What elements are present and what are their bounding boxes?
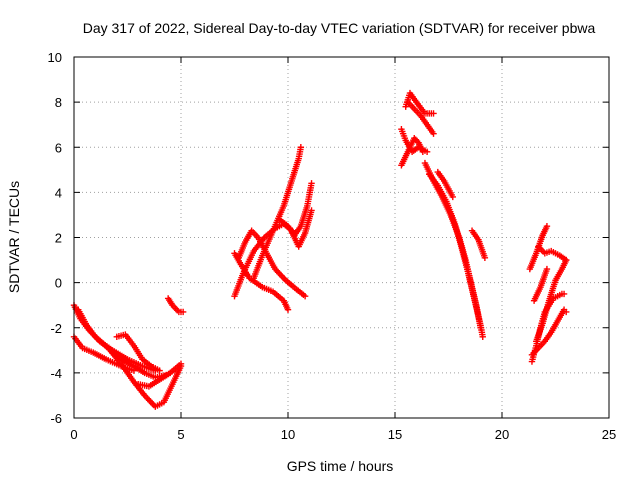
chart-title: Day 317 of 2022, Sidereal Day-to-day VTE… [83,20,596,36]
series-arc19 [426,171,486,340]
series-arc20 [434,168,456,201]
series-arc27 [530,265,551,304]
series-arc26 [528,306,570,359]
series-arc12 [276,180,315,239]
x-tick-label: 5 [177,427,184,442]
data-point [179,308,187,316]
y-tick-label: 2 [55,231,62,246]
series-arc5 [113,331,163,374]
data-point [449,193,456,201]
data-point [563,308,570,316]
series-arc13 [289,207,315,250]
series-arc23 [533,256,570,345]
data-point [563,256,570,264]
x-tick-label: 20 [495,427,509,442]
y-tick-label: 10 [48,50,62,65]
series-arc25 [535,243,570,264]
x-tick-label: 25 [602,427,616,442]
data-point [284,306,292,313]
y-tick-label: -2 [50,321,62,336]
y-tick-labels: -6 -4 -2 0 2 4 6 8 10 [48,50,62,426]
data-point [543,265,551,273]
y-tick-label: 4 [55,185,62,200]
data-point [308,180,315,187]
data-point [297,144,305,151]
x-tick-label: 15 [388,427,402,442]
x-tick-label: 10 [281,427,295,442]
series-arc17 [402,89,437,117]
series-arc6 [135,360,185,390]
y-tick-label: 0 [55,276,62,291]
series-arc15 [398,126,431,155]
data-point [560,290,568,298]
data-point [430,110,437,117]
data-point [481,254,489,262]
data-point [156,367,163,374]
y-tick-label: 6 [55,140,62,155]
grid [74,57,609,418]
data-points [70,89,570,410]
data-point [430,130,437,137]
y-tick-label: -6 [50,411,62,426]
y-tick-label: -4 [50,366,62,381]
series-arc21 [468,227,489,262]
data-point [543,223,551,230]
axis-ticks [73,56,610,419]
series-arc7 [164,295,187,316]
data-point [177,360,185,368]
data-point [423,148,431,155]
data-point [479,333,486,340]
data-point [301,292,309,300]
data-point [308,207,315,214]
y-axis-title: SDTVAR / TECUs [6,181,22,293]
y-tick-label: 8 [55,95,62,110]
x-tick-labels: 0 5 10 15 20 25 [70,427,616,442]
x-axis-title: GPS time / hours [287,458,394,474]
x-tick-label: 0 [70,427,77,442]
series-arc11 [250,144,305,282]
